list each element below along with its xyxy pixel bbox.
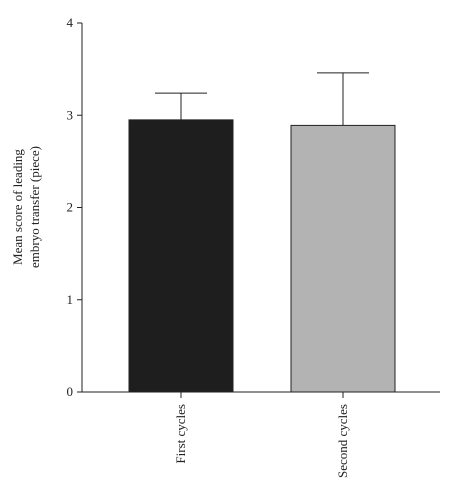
x-axis [82, 391, 440, 398]
x-category-label: First cycles [173, 404, 188, 464]
y-axis: 0 1 2 3 4 [67, 15, 83, 399]
bar [290, 124, 396, 393]
bars [128, 119, 396, 393]
labels: First cycles Second cycles Mean score of l… [10, 146, 350, 478]
y-tick-label: 2 [67, 200, 74, 215]
y-axis-title-line: Mean score of leading [10, 149, 25, 265]
y-tick-label: 0 [67, 384, 74, 399]
y-tick-label: 1 [67, 292, 74, 307]
x-category-label: Second cycles [335, 404, 350, 478]
y-tick-label: 3 [67, 107, 74, 122]
error-bars [155, 72, 369, 126]
bar [128, 119, 234, 393]
y-axis-title-line: embryo transfer (piece) [27, 146, 42, 268]
y-tick-label: 4 [67, 15, 74, 30]
y-axis-title: Mean score of leading embryo transfer (pi… [10, 146, 42, 268]
